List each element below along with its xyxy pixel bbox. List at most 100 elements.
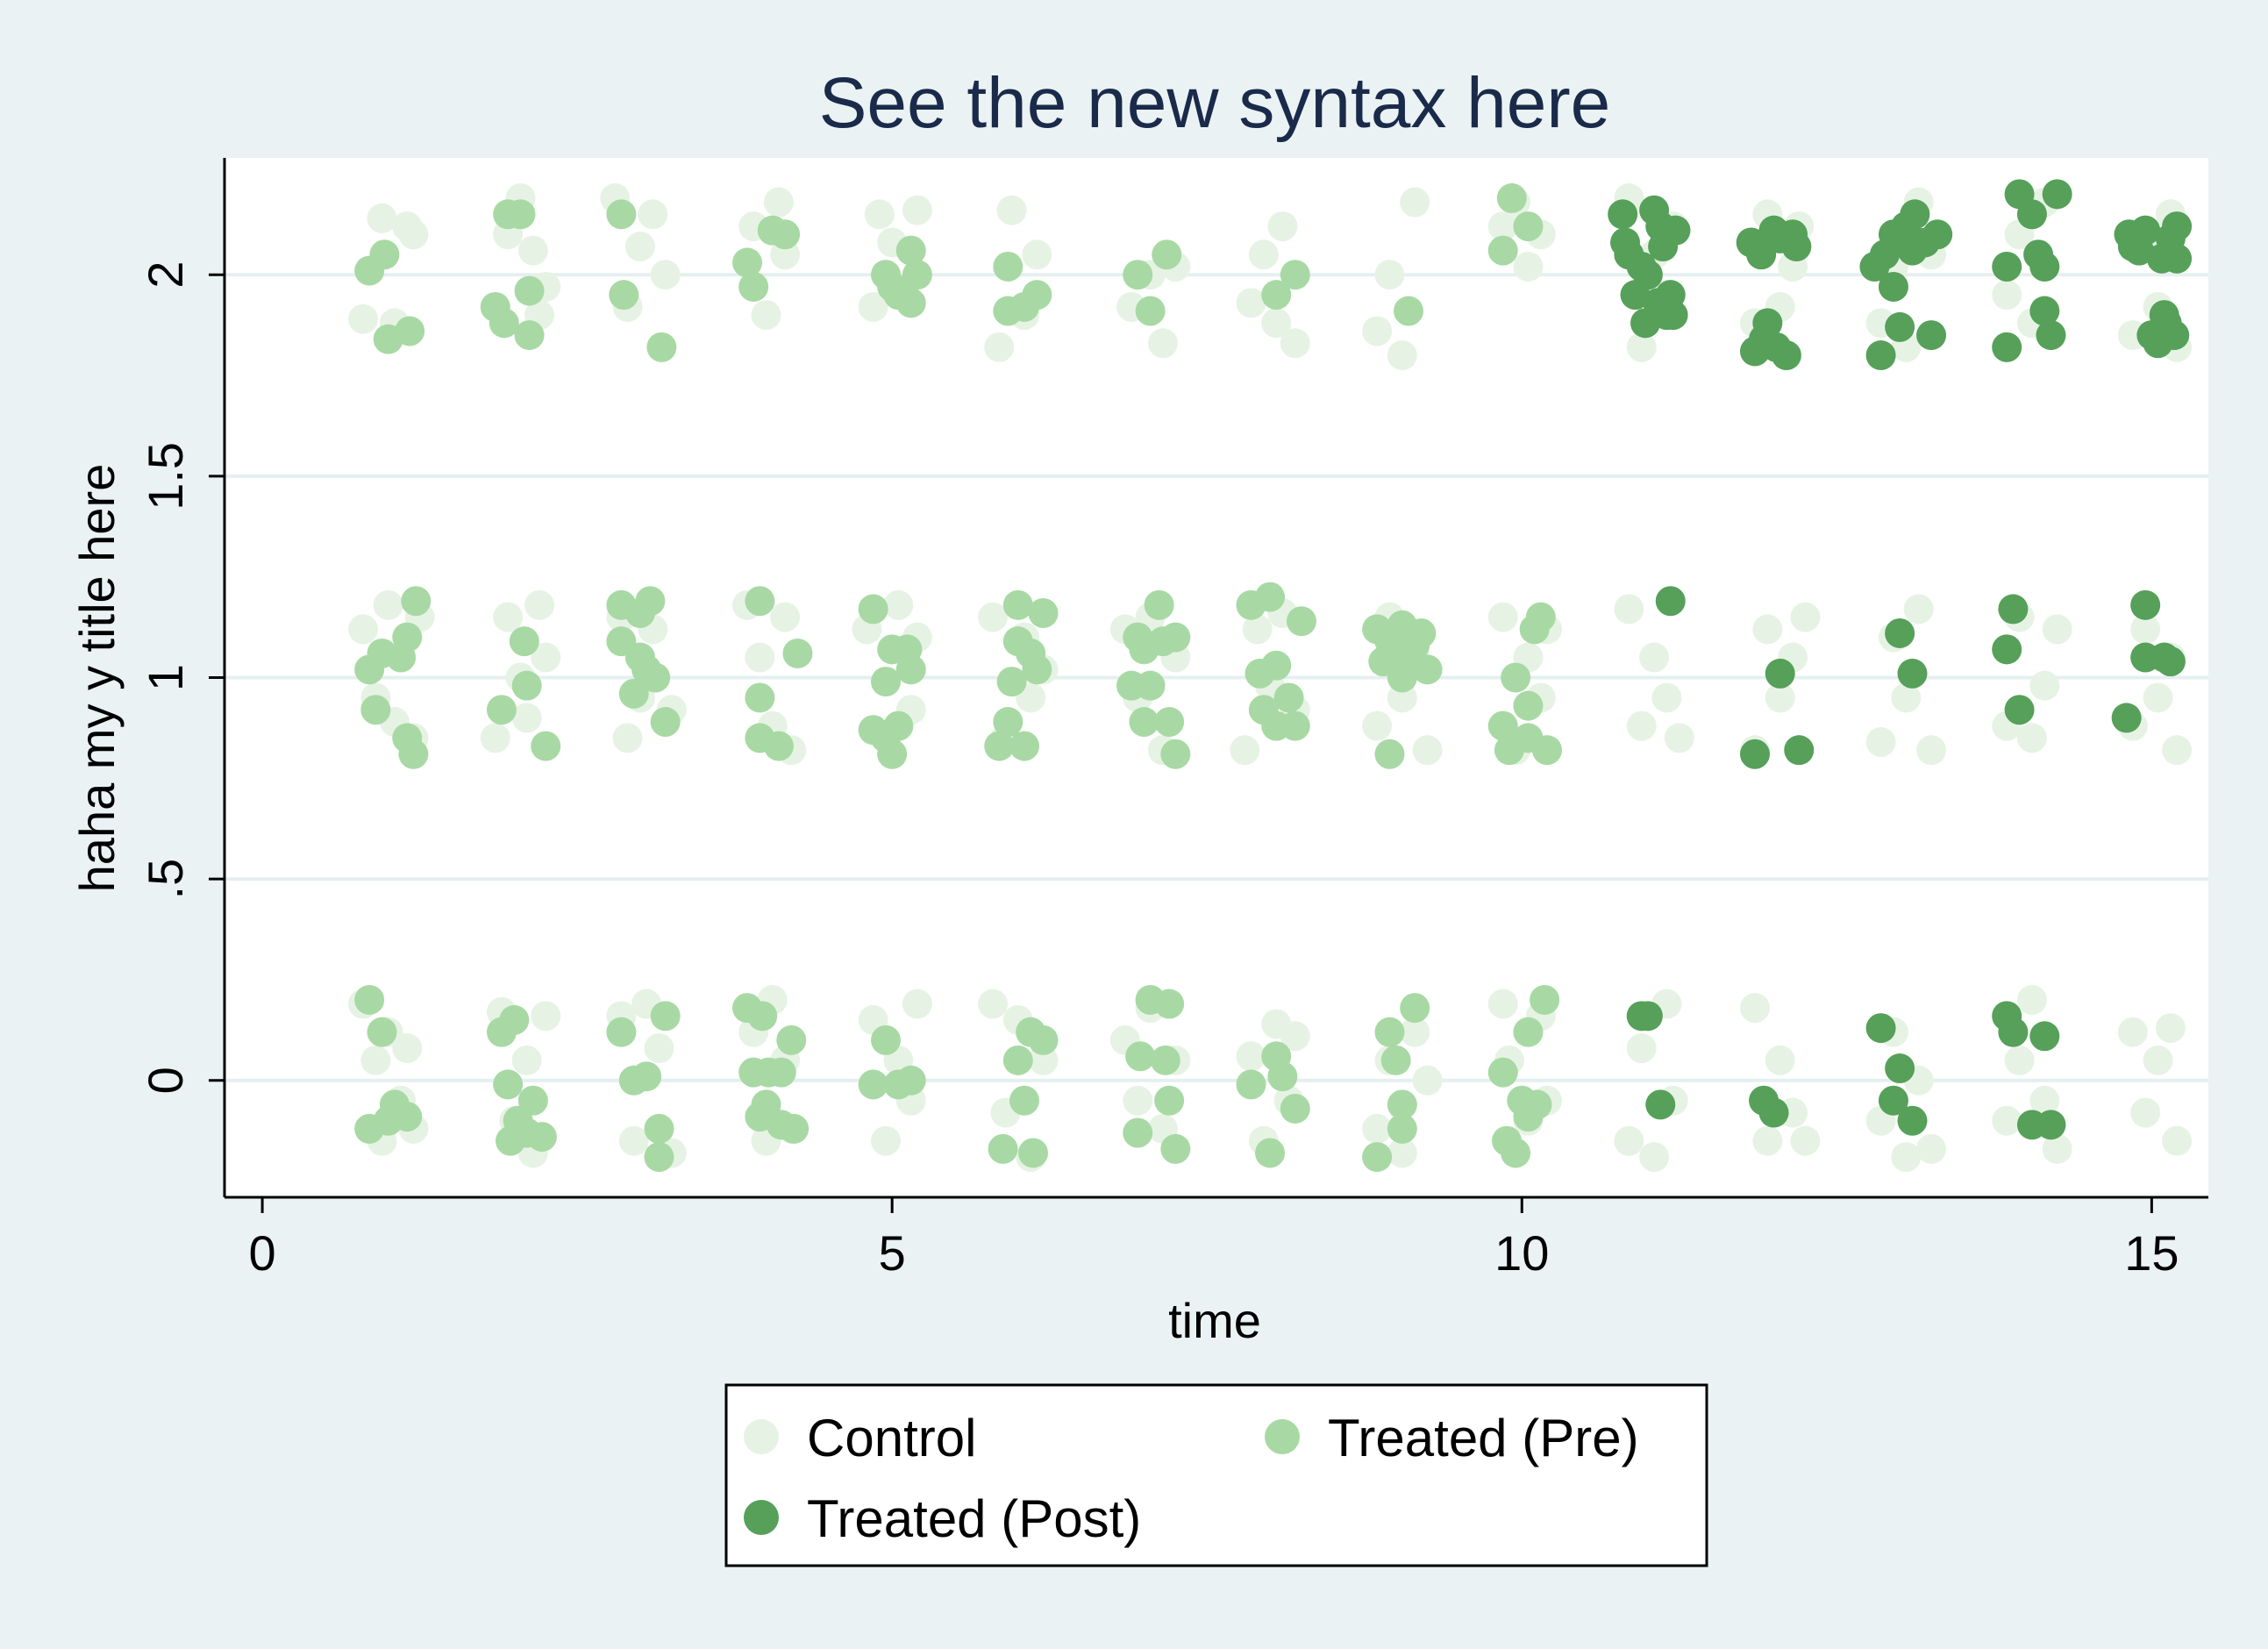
legend-marker-treated-post [744, 1500, 779, 1535]
data-point-s2-66 [1998, 1017, 2029, 1047]
data-point-s2-83 [2130, 589, 2161, 620]
data-point-s0-135 [1412, 1065, 1443, 1096]
data-point-s0-27 [511, 703, 542, 733]
data-point-s0-123 [1374, 260, 1405, 290]
data-point-s2-14 [1660, 215, 1691, 246]
data-point-s1-57 [770, 219, 801, 250]
data-point-s0-131 [1362, 1113, 1393, 1144]
data-point-s1-51 [644, 1113, 674, 1144]
data-point-s0-7 [373, 589, 403, 620]
data-point-s2-52 [1897, 1105, 1928, 1136]
data-point-s1-176 [1487, 1057, 1518, 1088]
data-point-s1-11 [401, 586, 431, 617]
data-point-s2-36 [1865, 340, 1896, 371]
data-point-s1-123 [1160, 622, 1191, 653]
data-point-s2-17 [1632, 1001, 1663, 1032]
data-point-s2-0 [1608, 199, 1638, 230]
data-point-s0-171 [1752, 614, 1783, 645]
data-point-s1-8 [392, 622, 423, 653]
data-point-s2-80 [2159, 320, 2190, 351]
data-point-s0-111 [1280, 328, 1310, 359]
data-point-s2-23 [1752, 308, 1783, 339]
data-point-s1-164 [1400, 993, 1430, 1024]
data-point-s1-41 [618, 678, 649, 709]
data-point-s0-48 [644, 1033, 674, 1064]
data-point-s0-95 [1147, 328, 1178, 359]
data-point-s1-59 [745, 682, 775, 713]
data-point-s1-27 [531, 731, 561, 761]
data-point-s1-47 [650, 707, 681, 738]
data-point-s1-107 [1009, 1085, 1039, 1116]
data-point-s2-31 [1765, 658, 1795, 689]
data-point-s1-53 [650, 1001, 681, 1032]
data-point-s1-62 [782, 638, 813, 668]
data-point-s2-47 [1885, 617, 1915, 648]
data-point-s0-216 [2143, 682, 2173, 713]
data-point-s2-50 [1878, 1085, 1908, 1116]
y-tick-label-3: 1.5 [138, 442, 193, 510]
data-point-s0-201 [2016, 723, 2047, 753]
data-point-s2-30 [1739, 739, 1770, 769]
data-point-s1-158 [1412, 654, 1443, 685]
data-point-s2-32 [1784, 735, 1815, 766]
data-point-s1-45 [635, 586, 666, 617]
data-point-s0-28 [524, 589, 555, 620]
data-point-s1-17 [392, 1102, 423, 1132]
data-point-s1-113 [1152, 239, 1182, 270]
data-point-s2-68 [2029, 1021, 2060, 1052]
data-point-s1-157 [1406, 617, 1437, 648]
data-point-s0-80 [996, 195, 1027, 225]
data-point-s1-172 [1513, 690, 1544, 721]
data-point-s1-181 [1513, 1017, 1544, 1047]
data-point-s2-38 [1878, 271, 1908, 302]
data-point-s1-24 [486, 695, 517, 725]
data-point-s0-162 [1639, 1142, 1670, 1173]
data-point-s1-174 [1519, 614, 1550, 645]
chart-title: See the new syntax here [819, 63, 1611, 143]
data-point-s0-51 [751, 300, 781, 331]
data-point-s0-151 [1626, 332, 1657, 362]
data-point-s0-188 [1903, 594, 1934, 625]
data-point-s2-51 [1885, 1053, 1915, 1084]
data-point-s1-116 [1129, 707, 1159, 738]
data-point-s0-220 [2130, 1097, 2161, 1128]
data-point-s2-40 [1885, 311, 1915, 342]
data-point-s0-208 [2042, 1133, 2072, 1164]
data-point-s1-111 [1123, 260, 1153, 290]
data-point-s2-62 [1992, 634, 2022, 665]
data-point-s0-161 [1626, 1033, 1657, 1064]
data-point-s0-117 [1236, 1041, 1266, 1072]
data-point-s1-119 [1144, 589, 1174, 620]
data-point-s1-97 [993, 707, 1023, 738]
data-point-s1-34 [517, 1085, 548, 1116]
data-point-s2-6 [1632, 260, 1663, 290]
data-point-s0-52 [763, 187, 794, 218]
data-point-s1-19 [489, 308, 519, 339]
y-tick-label-1: .5 [138, 859, 193, 900]
data-point-s1-122 [1160, 739, 1191, 769]
data-point-s1-5 [360, 695, 391, 725]
data-point-s0-65 [864, 199, 895, 230]
data-point-s0-17 [392, 1033, 423, 1064]
data-point-s1-3 [395, 316, 425, 346]
data-point-s1-146 [1280, 1093, 1310, 1124]
data-point-s1-92 [993, 252, 1023, 282]
y-axis-title: haha my y title here [69, 464, 125, 893]
data-point-s0-157 [1639, 642, 1670, 673]
data-point-s2-61 [2029, 252, 2060, 282]
x-axis-title: time [1168, 1293, 1261, 1348]
data-point-s0-21 [517, 235, 548, 266]
data-point-s1-50 [631, 1061, 662, 1092]
data-point-s0-107 [1236, 288, 1266, 318]
data-point-s0-155 [1614, 594, 1644, 625]
data-point-s0-113 [1242, 614, 1273, 645]
data-point-s1-37 [609, 280, 639, 311]
data-point-s2-45 [1916, 320, 1947, 351]
data-point-s1-82 [871, 667, 901, 697]
data-point-s1-52 [644, 1142, 674, 1173]
data-point-s0-112 [1230, 735, 1260, 766]
data-point-s2-87 [2111, 703, 2142, 733]
data-point-s1-46 [640, 662, 671, 693]
data-point-s1-109 [1018, 1138, 1049, 1168]
